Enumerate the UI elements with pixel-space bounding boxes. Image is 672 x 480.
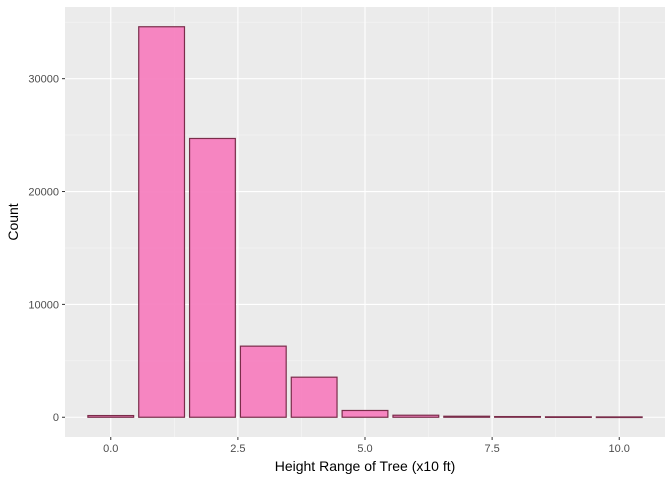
y-tick-label: 20000 xyxy=(28,187,59,199)
x-tick-label: 2.5 xyxy=(230,443,245,455)
x-tick-label: 10.0 xyxy=(609,443,630,455)
y-tick-label: 0 xyxy=(53,412,59,424)
bar xyxy=(392,414,440,418)
bar xyxy=(341,409,389,418)
bar xyxy=(595,416,643,419)
y-axis-title: Count xyxy=(5,203,21,240)
x-axis: 0.0 2.5 5.0 7.5 10.0 xyxy=(103,437,630,455)
bar xyxy=(87,414,135,418)
bar xyxy=(443,415,491,418)
x-axis-title: Height Range of Tree (x10 ft) xyxy=(275,458,456,474)
x-tick-label: 0.0 xyxy=(103,443,118,455)
bar xyxy=(188,137,236,418)
bar xyxy=(544,416,592,418)
bar xyxy=(290,376,338,418)
bar xyxy=(494,415,542,418)
bar xyxy=(239,345,287,418)
bar xyxy=(138,26,186,418)
y-tick-label: 10000 xyxy=(28,299,59,311)
bars xyxy=(87,26,643,419)
x-tick-label: 7.5 xyxy=(484,443,499,455)
y-tick-label: 30000 xyxy=(28,74,59,86)
y-axis: 0 10000 20000 30000 xyxy=(28,74,65,424)
x-tick-label: 5.0 xyxy=(357,443,372,455)
